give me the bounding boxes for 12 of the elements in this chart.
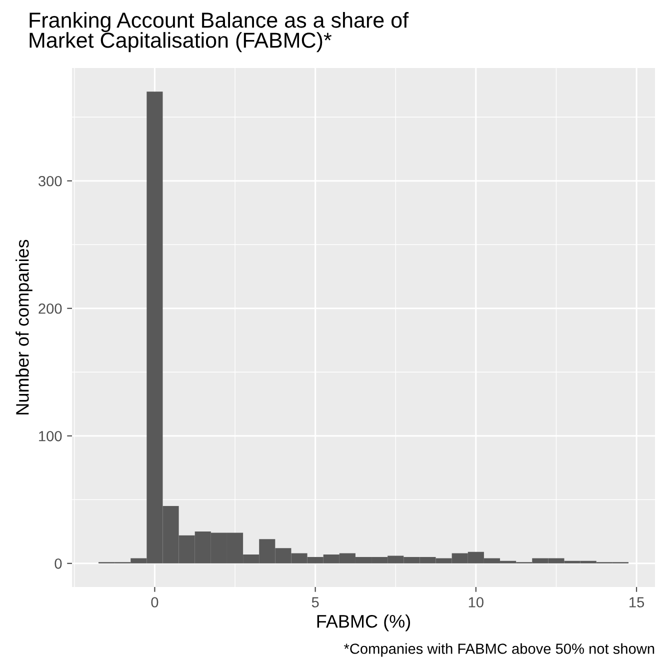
y-tick-label: 200 — [38, 303, 62, 314]
x-tick-label: 0 — [151, 597, 158, 608]
y-tick-label: 0 — [54, 558, 62, 569]
chart-title: Franking Account Balance as a share of Market Capitalisation (FABMC)* — [30, 12, 409, 52]
x-tick-label: 10 — [468, 597, 484, 608]
x-axis-title: FABMC (%) — [317, 614, 410, 632]
text: *Companies with FABMC above 50% not shown — [344, 643, 654, 657]
y-tick-label: 100 — [39, 430, 62, 442]
x-tick-label: 15 — [630, 597, 644, 608]
y-tick-label: 300 — [38, 176, 62, 186]
x-tick-label: 5 — [312, 597, 319, 608]
y-axis-title: Number of companies — [16, 240, 32, 414]
